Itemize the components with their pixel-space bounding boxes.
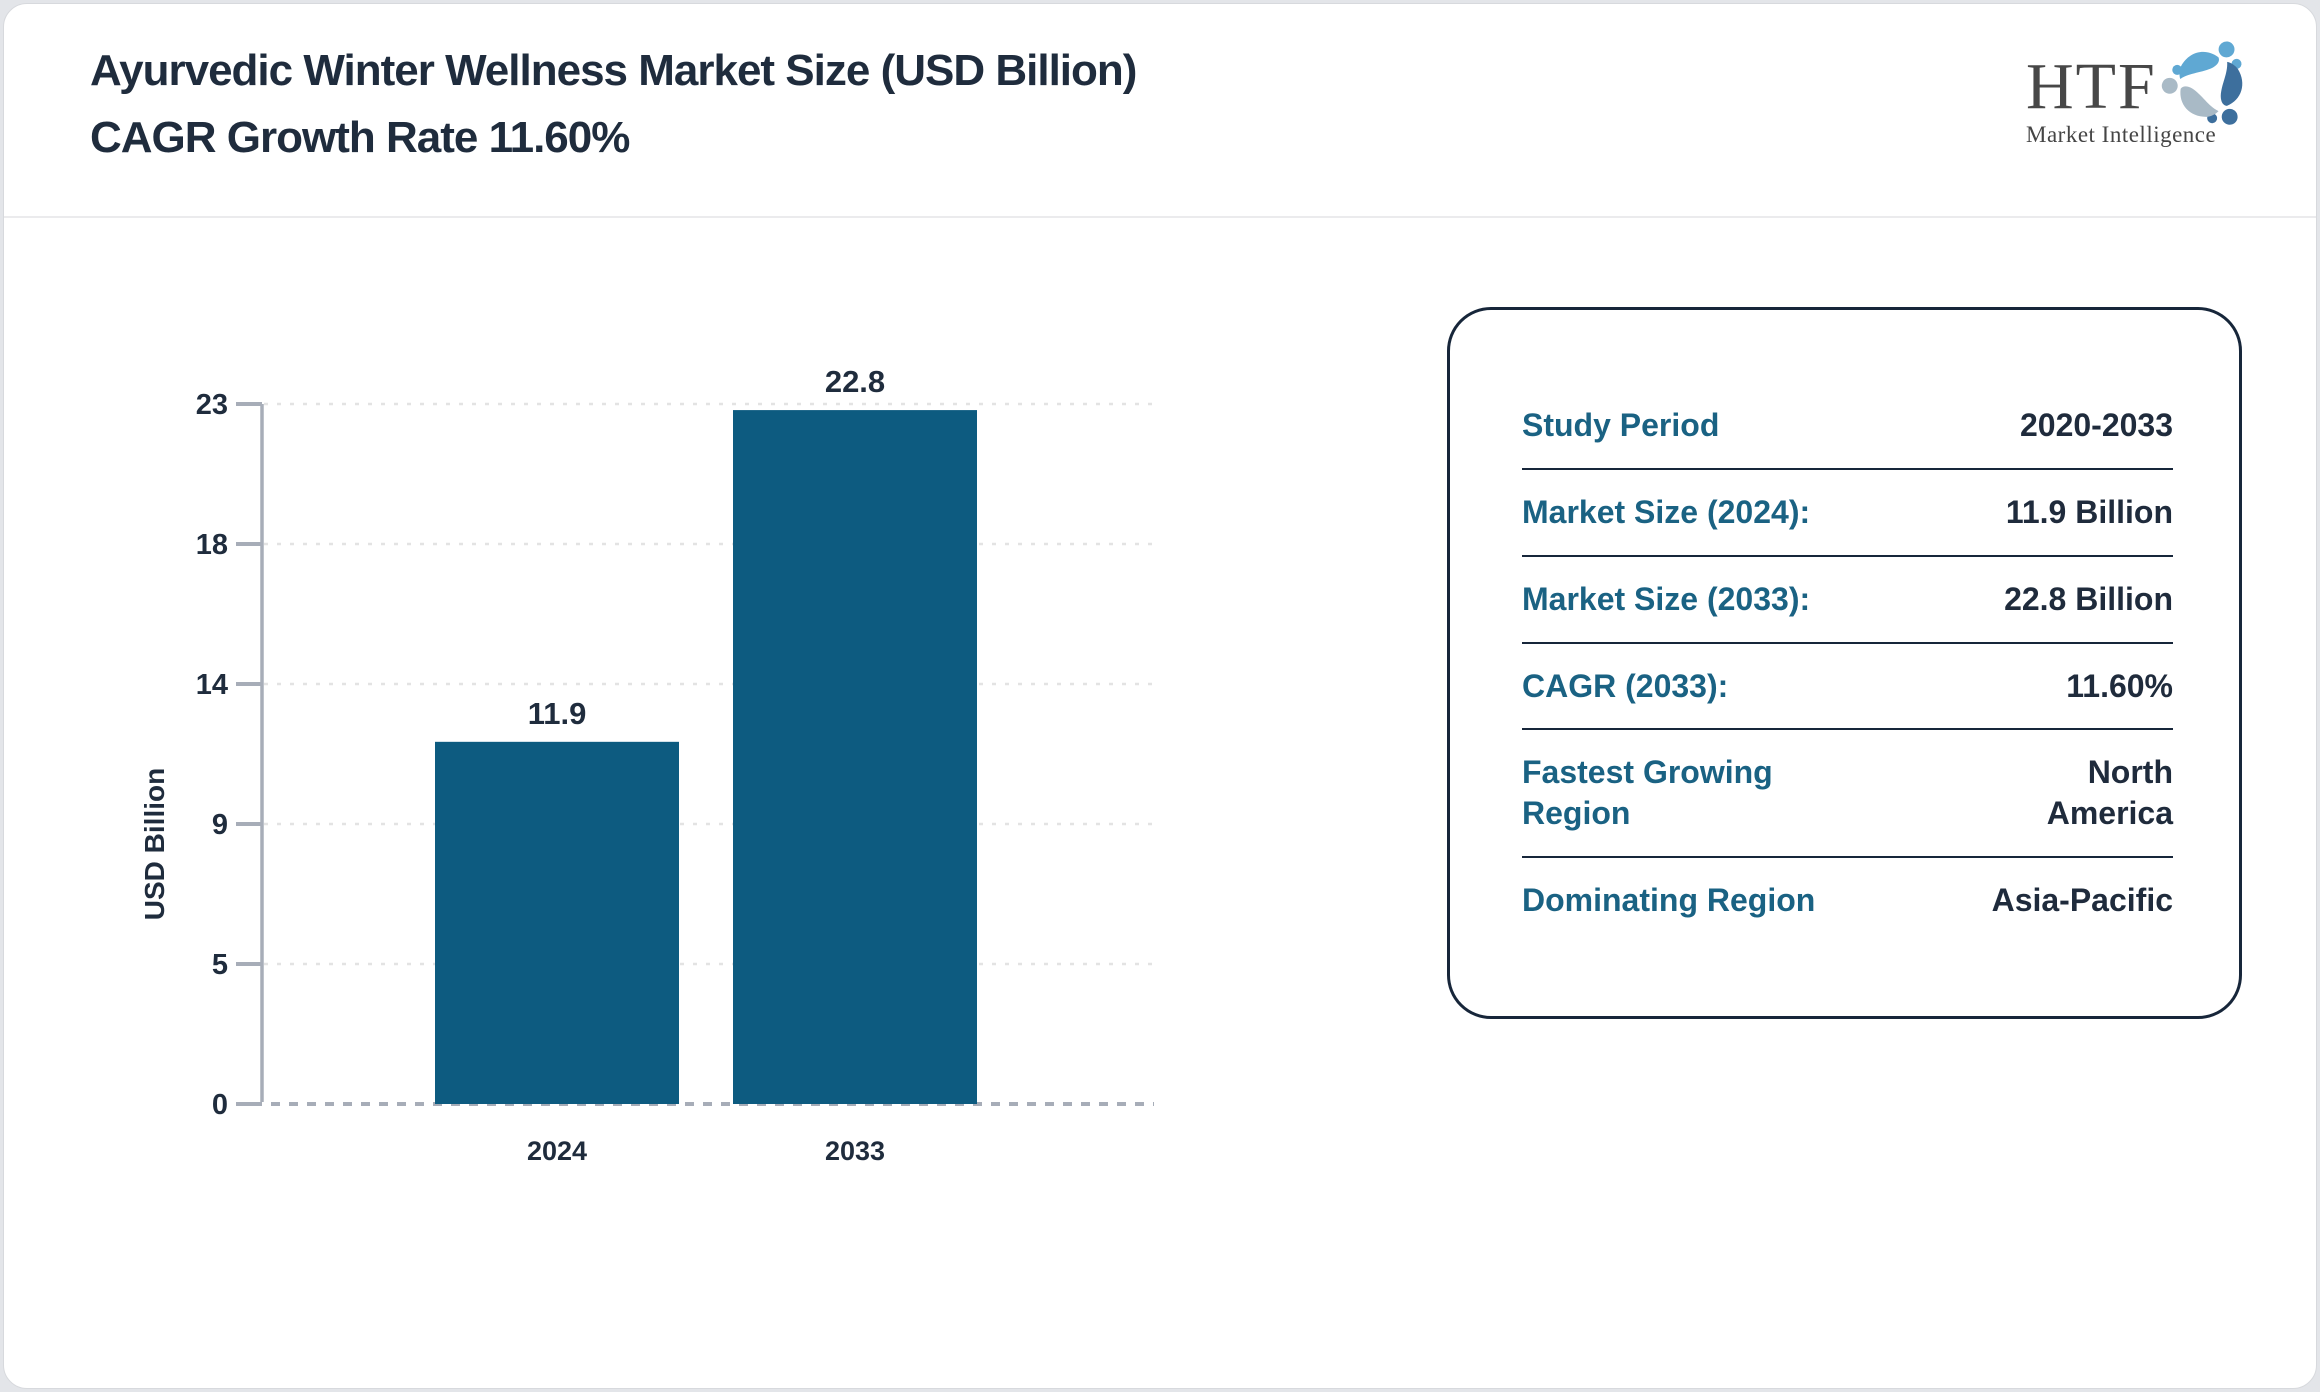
row-label: Dominating Region	[1522, 882, 1816, 919]
info-row-fastest-growing-region: Fastest Growing Region North America	[1522, 728, 2173, 856]
brand-row: HTF	[2026, 32, 2258, 136]
htf-swirl-icon	[2161, 41, 2242, 125]
info-row-market-size-2024: Market Size (2024): 11.9 Billion	[1522, 467, 2173, 555]
page-title: Ayurvedic Winter Wellness Market Size (U…	[90, 46, 1137, 162]
logo-text: HTF	[2026, 50, 2157, 123]
logo-tagline: Market Intelligence	[2026, 122, 2217, 147]
x-tick-label: 2033	[825, 1136, 885, 1166]
row-value: 11.9 Billion	[2005, 493, 2173, 530]
row-label: Market Size (2024):	[1522, 493, 1811, 530]
bar-value-label: 22.8	[825, 364, 885, 399]
info-row-dominating-region: Dominating Region Asia-Pacific	[1522, 856, 2173, 943]
bar-value-label: 11.9	[528, 696, 587, 731]
header: Ayurvedic Winter Wellness Market Size (U…	[4, 4, 2316, 218]
row-value: 22.8 Billion	[2004, 580, 2173, 617]
brand-logo: HTF	[2026, 32, 2258, 182]
info-row-market-size-2033: Market Size (2033): 22.8 Billion	[1522, 554, 2173, 642]
y-axis-title: USD Billion	[139, 768, 170, 920]
bar-2024	[435, 741, 679, 1104]
y-tick-label: 5	[212, 949, 228, 981]
row-label: Study Period	[1522, 406, 1720, 443]
row-value: 2020-2033	[2019, 406, 2173, 443]
y-tick-label: 18	[196, 529, 228, 561]
bar-chart-svg: 0 5 9 14 18 23 USD Billion 11.9 2024 22.8 2033	[139, 364, 1154, 1166]
info-panel: Study Period 2020-2033 Market Size (2024…	[1447, 307, 2242, 1019]
bar-2033	[733, 410, 977, 1104]
row-value: Asia-Pacific	[1991, 882, 2173, 919]
info-row-study-period: Study Period 2020-2033	[1522, 383, 2173, 468]
y-tick-label: 14	[196, 669, 228, 701]
row-value: North America	[2046, 754, 2173, 832]
y-tick-label: 9	[212, 809, 228, 841]
y-tick-label: 23	[196, 389, 228, 421]
y-tick-label: 0	[212, 1089, 228, 1121]
row-value: 11.60%	[2066, 667, 2173, 704]
row-label: CAGR (2033):	[1522, 667, 1729, 704]
row-label: Market Size (2033):	[1522, 580, 1811, 617]
info-row-cagr: CAGR (2033): 11.60%	[1522, 641, 2173, 729]
row-label: Fastest Growing Region	[1522, 754, 1773, 832]
x-tick-label: 2024	[527, 1136, 587, 1166]
bar-chart: 0 5 9 14 18 23 USD Billion 11.9 2024 22.8 2033	[4, 218, 1184, 1218]
infographic-card: Ayurvedic Winter Wellness Market Size (U…	[3, 3, 2317, 1389]
